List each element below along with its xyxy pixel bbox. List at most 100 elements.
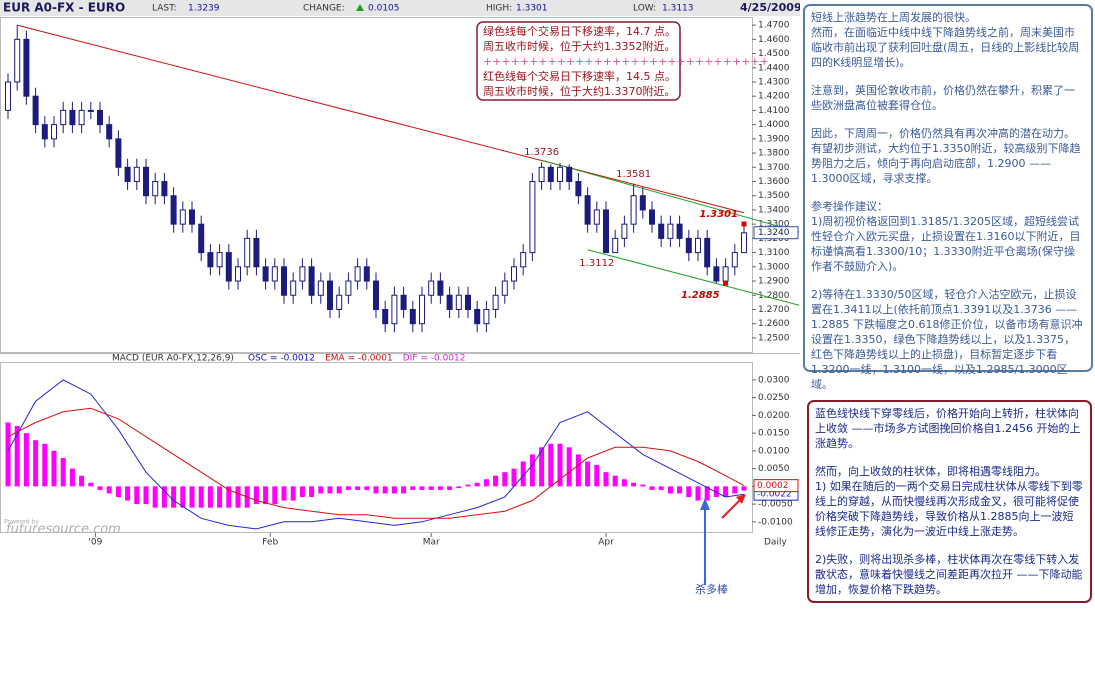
candle-body (547, 166, 554, 183)
histogram-bar (575, 454, 581, 487)
candle-body (685, 237, 692, 254)
arrow-label: 杀多棒 (695, 582, 728, 596)
x-tick-label: Mar (423, 538, 440, 548)
y-tick-label: 0.0250 (758, 393, 790, 403)
change-value: 0.0105 (368, 4, 400, 14)
histogram-bar (382, 486, 388, 494)
y-tick-label: 0.0150 (758, 429, 790, 439)
macd-title: MACD (EUR A0-FX,12,26,9) (112, 354, 234, 364)
candle-body (244, 237, 251, 268)
candle-body (409, 308, 416, 325)
histogram-bar (125, 486, 131, 501)
x-tick-label: Apr (598, 538, 614, 548)
last-value-label: -0.0022 (757, 490, 792, 500)
histogram-bar (14, 426, 20, 487)
note: 注意到，英国伦敦收市前，价格仍然在攀升，积累了一些欧洲盘高位被套得仓位。 (811, 84, 1075, 112)
histogram-bar (106, 486, 112, 494)
candle-body (437, 280, 444, 296)
histogram-bar (474, 482, 480, 487)
candle-body (327, 280, 334, 310)
y-tick-label: 1.4300 (758, 77, 790, 87)
last-value-box (753, 479, 799, 493)
y-tick-label: 1.4000 (758, 120, 790, 130)
header-bar (0, 0, 800, 16)
point-label: 1.3736 (524, 147, 559, 158)
note: 短线上涨趋势在上周发展的很快。 然而，在面临近中线中线下降趋势线之前，周末美国市… (811, 11, 1080, 69)
histogram-bar (263, 486, 269, 505)
histogram-bar (69, 468, 75, 487)
candle-body (639, 195, 646, 211)
candle-body (740, 232, 747, 254)
histogram-bar (631, 482, 637, 487)
candle-body (87, 109, 94, 112)
candle-body (520, 252, 527, 268)
histogram-bar (217, 486, 223, 508)
histogram-bar (585, 461, 591, 487)
candle-body (621, 223, 628, 239)
histogram-bar (97, 486, 103, 490)
point-label: 1.3581 (616, 169, 651, 180)
last-price-label: 1.3240 (758, 228, 790, 238)
y-tick-label: 1.2600 (758, 319, 790, 329)
x-tick-label: Feb (262, 538, 278, 548)
candle-body (207, 252, 214, 268)
histogram-bar (695, 486, 701, 501)
candle-body (60, 109, 67, 126)
y-tick-label: -0.0100 (758, 517, 793, 527)
y-tick-label: 1.2800 (758, 291, 790, 301)
y-tick-label: 1.3100 (758, 248, 790, 258)
point-label: 1.2885 (681, 290, 720, 301)
histogram-bar (88, 482, 94, 487)
trendline (587, 249, 800, 306)
candle-body (474, 308, 481, 325)
candle-body (225, 252, 232, 282)
candle-body (299, 266, 306, 282)
candle-body (373, 280, 379, 310)
histogram-bar (437, 486, 443, 490)
histogram-bar (539, 447, 545, 487)
powered-by: Powered by (4, 519, 39, 526)
candle-body (97, 109, 104, 126)
change-label: CHANGE: (303, 4, 345, 14)
candle-body (602, 209, 609, 254)
histogram-bar (456, 486, 462, 489)
note: 蓝色线快线下穿零线后，价格开始向上转折，柱状体向上收敛 ——市场多方试图挽回价格… (815, 407, 1081, 450)
histogram-bar (713, 486, 719, 497)
histogram-bar (621, 479, 627, 487)
y-tick-label: 1.3600 (758, 177, 790, 187)
candle-body (170, 195, 177, 225)
y-tick-label: 1.3500 (758, 191, 790, 201)
annotation-box (476, 21, 681, 101)
candle-body (667, 223, 674, 239)
watermark: futuresource.com (6, 522, 121, 537)
candle-body (501, 280, 508, 296)
histogram-bar (327, 486, 333, 494)
histogram-bar (465, 484, 471, 487)
candle-body (5, 81, 12, 111)
histogram-bar (649, 486, 655, 490)
trendline (541, 159, 800, 233)
up-icon (356, 4, 364, 11)
candle-body (593, 209, 600, 225)
histogram-bar (401, 486, 407, 494)
histogram-bar (640, 484, 646, 487)
histogram-bar (290, 486, 296, 501)
y-tick-label: 1.2500 (758, 333, 790, 343)
low-value: 1.3113 (662, 4, 694, 14)
candle-body (694, 237, 701, 254)
note: 参考操作建议： 1)周初视价格返回到1.3185/1.3205区域，超短线尝试性… (811, 200, 1081, 273)
candle-body (152, 181, 159, 197)
histogram-bar (226, 486, 232, 508)
histogram-bar (594, 465, 600, 487)
high-label: HIGH: (486, 4, 512, 14)
histogram-bar (723, 486, 729, 497)
candle-body (363, 266, 370, 282)
histogram-bar (410, 486, 416, 490)
candle-body (575, 181, 582, 197)
red-arrow-head (736, 494, 746, 504)
macd-readout: OSC = -0.0012 (248, 354, 315, 364)
candle-body (308, 266, 315, 296)
histogram-bar (318, 486, 324, 494)
high-value: 1.3301 (516, 4, 548, 14)
candle-body (336, 294, 343, 310)
